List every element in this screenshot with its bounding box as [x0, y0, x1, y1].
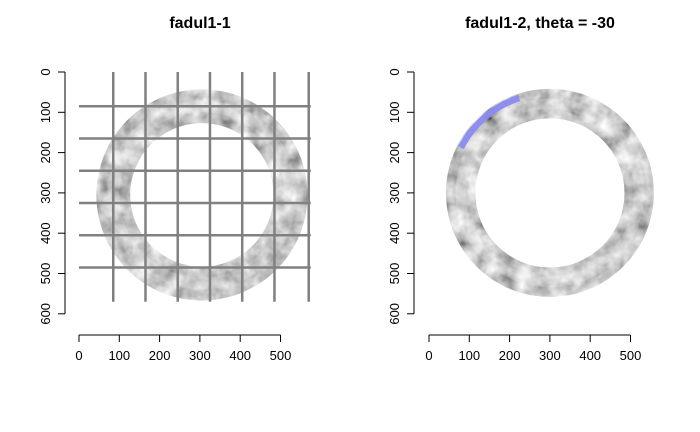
panel-right: fadul1-2, theta = -30 0 100 200 300 400 500 0 1… — [387, 15, 654, 363]
x-tick-label: 400 — [229, 348, 251, 363]
ring-image — [96, 89, 308, 301]
x-tick-label: 0 — [75, 348, 82, 363]
panel-right-plot-area: 0 100 200 300 400 500 0 100 200 300 400 500 600 — [387, 68, 654, 363]
y-tick-label: 0 — [38, 68, 53, 75]
x-tick-label: 0 — [425, 348, 432, 363]
y-tick-label: 400 — [38, 222, 53, 244]
y-tick-label: 200 — [38, 142, 53, 164]
y-tick-label: 300 — [38, 182, 53, 204]
x-tick-label: 500 — [620, 348, 642, 363]
y-tick-label: 600 — [387, 303, 402, 325]
y-tick-label: 0 — [387, 68, 402, 75]
y-tick-label: 500 — [387, 263, 402, 285]
x-tick-label: 200 — [149, 348, 171, 363]
y-tick-label: 600 — [38, 303, 53, 325]
y-tick-label: 100 — [387, 101, 402, 123]
highlight-region — [458, 94, 521, 150]
x-tick-label: 300 — [539, 348, 561, 363]
x-tick-label: 400 — [579, 348, 601, 363]
panel-left-plot-area: 0 100 200 300 400 500 0 100 200 300 400 500 600 — [38, 68, 311, 363]
y-tick-label: 300 — [387, 182, 402, 204]
panel-left-title: fadul1-1 — [169, 15, 230, 32]
y-tick-label: 200 — [387, 142, 402, 164]
grid — [79, 72, 311, 302]
panel-left: fadul1-1 0 100 200 300 400 500 0 100 200 300 400 50… — [38, 15, 311, 363]
x-tick-label: 100 — [458, 348, 480, 363]
panel-right-title: fadul1-2, theta = -30 — [465, 15, 615, 32]
y-tick-label: 100 — [38, 101, 53, 123]
x-tick-label: 100 — [108, 348, 130, 363]
x-tick-label: 500 — [270, 348, 292, 363]
y-tick-label: 400 — [387, 222, 402, 244]
y-tick-label: 500 — [38, 263, 53, 285]
x-tick-label: 300 — [189, 348, 211, 363]
x-tick-label: 200 — [499, 348, 521, 363]
